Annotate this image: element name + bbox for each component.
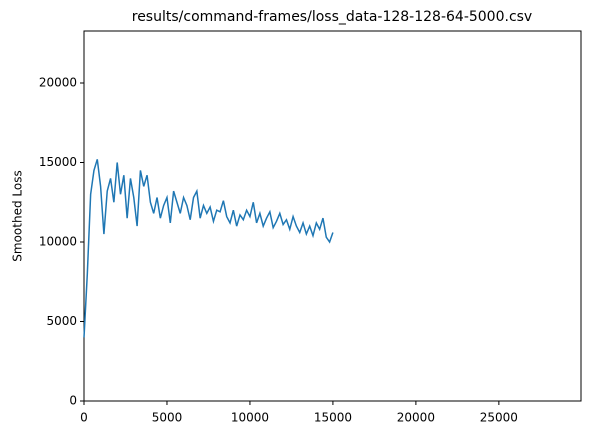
y-tick-label: 5000 [46, 314, 77, 328]
y-tick-label: 10000 [39, 234, 77, 248]
y-tick-label: 20000 [39, 75, 77, 89]
x-tick-label: 5000 [152, 411, 183, 425]
x-tick-label: 20000 [397, 411, 435, 425]
y-tick-label: 0 [69, 394, 77, 408]
data-line [83, 159, 334, 338]
x-tick-label: 25000 [480, 411, 518, 425]
x-tick-label: 10000 [231, 411, 269, 425]
x-tick-label: 0 [80, 411, 88, 425]
y-tick-label: 15000 [39, 155, 77, 169]
axes-frame [83, 30, 582, 402]
x-tick-label: 15000 [314, 411, 352, 425]
y-axis-label: Smoothed Loss [11, 170, 25, 261]
chart-title: results/command-frames/loss_data-128-128… [132, 9, 532, 25]
